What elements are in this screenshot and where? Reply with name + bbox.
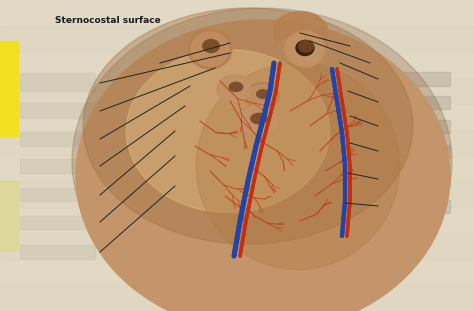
Bar <box>0 104 474 130</box>
Bar <box>378 72 450 86</box>
Bar <box>20 245 95 259</box>
Bar <box>0 207 474 233</box>
Ellipse shape <box>217 75 253 103</box>
Ellipse shape <box>247 85 276 107</box>
Bar <box>0 156 474 181</box>
Bar <box>20 103 95 118</box>
Bar <box>378 172 450 186</box>
Ellipse shape <box>229 82 243 91</box>
Bar <box>20 159 95 173</box>
Ellipse shape <box>196 63 400 270</box>
Ellipse shape <box>251 114 267 124</box>
Bar <box>20 73 95 91</box>
Bar <box>0 26 474 52</box>
Ellipse shape <box>126 49 330 212</box>
Bar <box>378 96 450 109</box>
Ellipse shape <box>239 107 277 135</box>
Ellipse shape <box>191 32 228 66</box>
Ellipse shape <box>83 8 413 244</box>
Bar <box>378 120 450 133</box>
FancyBboxPatch shape <box>0 181 18 251</box>
Bar <box>0 130 474 156</box>
Ellipse shape <box>76 20 450 311</box>
Bar <box>0 285 474 311</box>
Text: Sternocostal surface: Sternocostal surface <box>55 16 161 25</box>
Ellipse shape <box>203 39 219 53</box>
Bar <box>0 78 474 104</box>
FancyBboxPatch shape <box>0 41 18 136</box>
Bar <box>378 200 450 213</box>
Ellipse shape <box>220 77 250 101</box>
Bar <box>0 259 474 285</box>
Bar <box>0 181 474 207</box>
Ellipse shape <box>299 40 313 52</box>
Ellipse shape <box>236 105 280 137</box>
Ellipse shape <box>285 31 325 67</box>
Ellipse shape <box>245 83 279 109</box>
Bar <box>378 145 450 158</box>
Bar <box>0 233 474 259</box>
Ellipse shape <box>288 34 322 64</box>
Ellipse shape <box>294 41 316 59</box>
Bar <box>0 0 474 26</box>
Bar <box>20 188 95 201</box>
Bar <box>20 216 95 229</box>
Ellipse shape <box>296 40 314 55</box>
Bar <box>20 132 95 146</box>
Bar <box>0 52 474 78</box>
Ellipse shape <box>256 90 269 98</box>
Ellipse shape <box>188 29 232 69</box>
Ellipse shape <box>72 8 452 311</box>
